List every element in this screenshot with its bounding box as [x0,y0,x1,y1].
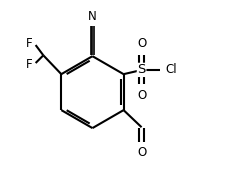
Text: S: S [137,63,145,76]
Text: O: O [136,89,146,102]
Text: F: F [25,37,32,50]
Text: O: O [136,37,146,50]
Text: F: F [25,58,32,71]
Text: Cl: Cl [165,63,176,76]
Text: O: O [136,146,146,159]
Text: N: N [88,10,96,23]
